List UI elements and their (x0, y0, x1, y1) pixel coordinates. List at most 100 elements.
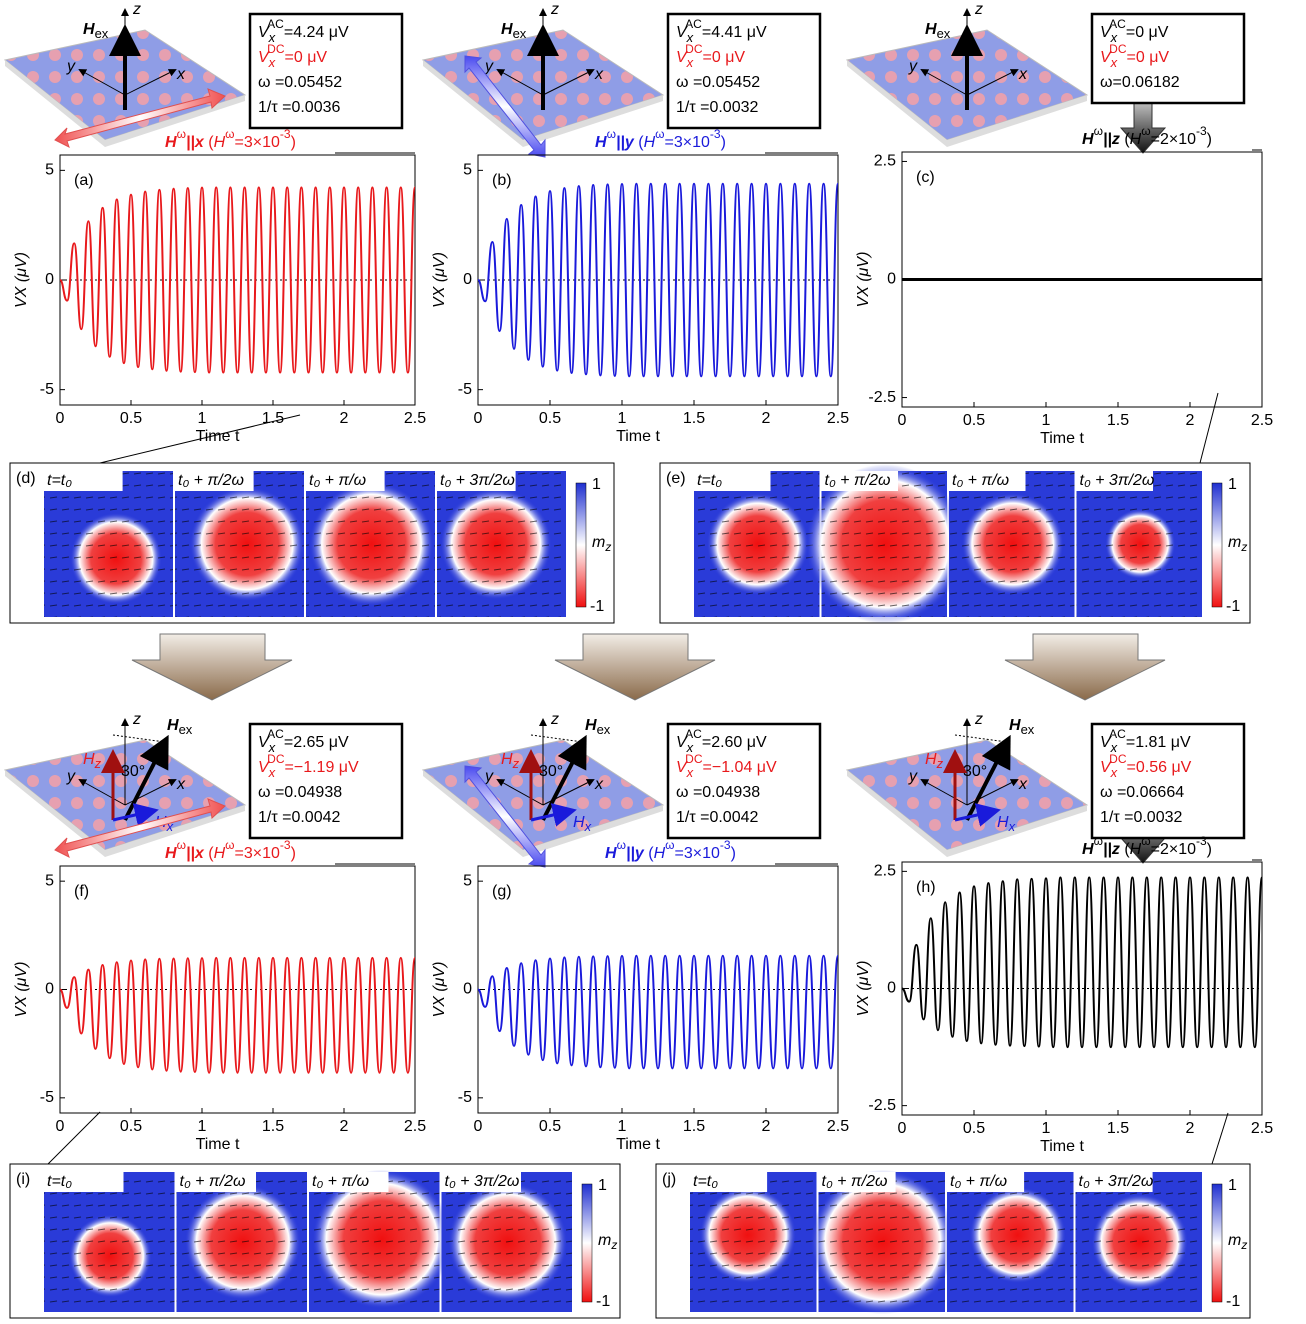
x-tick-label: 0.5 (963, 412, 985, 429)
rich-text: VxAC=2.65 μV (258, 727, 349, 755)
x-tick-label: 1.5 (1107, 1120, 1129, 1137)
text-part: =4.41 μV (702, 24, 767, 41)
text-part: x (268, 740, 276, 755)
axis-y (78, 779, 126, 806)
y-axis-label: VX (μV) (13, 962, 30, 1018)
y-tick-label: 0 (887, 271, 896, 288)
h-ex-label: Hex (83, 21, 109, 41)
rich-text: VxDC=0 μV (676, 42, 745, 70)
frame-label: t₀ + π/2ω (178, 472, 244, 489)
text-part: -3 (280, 127, 291, 141)
text-part: H (1009, 717, 1021, 734)
frame-label-bg (44, 1172, 124, 1192)
text-part: DC (1109, 752, 1127, 766)
text-part: ||z (1103, 841, 1120, 858)
callout-line (99, 414, 301, 464)
text-part: H (1130, 131, 1142, 148)
x-axis-label: Time t (196, 1136, 240, 1153)
text-part: 1/τ =0.0042 (676, 809, 758, 826)
frame-label: t₀ + 3π/2ω (1080, 472, 1155, 489)
panel-label: (h) (916, 879, 936, 896)
x-tick-label: 0.5 (539, 410, 561, 427)
frame-label-bg (949, 471, 1026, 491)
frame-label-bg (821, 471, 898, 491)
y-tick-label: 5 (45, 162, 54, 179)
text-part: 1/τ =0.0036 (258, 99, 340, 116)
text-part: =2×10 (1151, 131, 1196, 148)
x-tick-label: 1 (618, 410, 627, 427)
text-part: H (501, 751, 513, 768)
spin-arrows (947, 1172, 1074, 1312)
plate-edge (847, 60, 1087, 147)
frame-label: t₀ + π/2ω (180, 1173, 246, 1190)
axis-y (496, 779, 544, 806)
text-part: -3 (1196, 124, 1207, 138)
x-axis-label: Time t (1040, 430, 1084, 447)
rich-text: VxDC=0 μV (258, 42, 327, 70)
text-part: AC (1109, 727, 1126, 741)
text-part: ω =0.05452 (676, 74, 760, 91)
frame-label: t₀ + π/ω (952, 472, 1009, 489)
h-ex-arrow (123, 734, 169, 821)
data-line (901, 876, 1263, 1049)
info-box (1090, 12, 1246, 105)
ac-field-arrow (54, 798, 226, 858)
x-tick-label: 1.5 (683, 410, 705, 427)
axis-label: x (594, 66, 604, 83)
axis-label: y (484, 768, 494, 785)
panel-label: (g) (492, 883, 512, 900)
angle-label: 30° (963, 763, 987, 780)
text-part: x (1008, 819, 1016, 834)
colorbar-max: 1 (592, 476, 601, 493)
axis-label: z (974, 711, 983, 728)
axis-label: y (66, 768, 76, 785)
text-part: H (501, 21, 513, 38)
text-part: ( (204, 845, 214, 862)
text-part: =2×10 (1151, 841, 1196, 858)
h-x-label: Hx (573, 814, 592, 834)
text-part: =3×10 (665, 134, 710, 151)
text-part: -3 (710, 127, 721, 141)
h-x-arrow (112, 803, 159, 827)
text-part: ( (204, 134, 214, 151)
h-ex-label: Hex (1009, 717, 1035, 737)
plate-edge (847, 770, 1087, 857)
text-part: =3×10 (675, 845, 720, 862)
text-part: 1/τ =0.0032 (1100, 809, 1182, 826)
text-part: ||x (186, 134, 205, 151)
text-part: V (258, 734, 270, 751)
axis-label: y (66, 58, 76, 75)
rich-text: VxAC=0 μV (1100, 17, 1169, 45)
plate-edge (423, 60, 663, 147)
colorbar-label: mz (598, 1232, 617, 1252)
frame-label-bg (306, 471, 385, 491)
rich-text: Hω||y (Hω=3×10-3) (605, 838, 736, 862)
rich-text: 1/τ =0.0042 (676, 809, 758, 826)
colorbar-min: -1 (1226, 598, 1240, 615)
text-part: x (1110, 55, 1118, 70)
x-tick-label: 2 (762, 410, 771, 427)
text-part: H (83, 21, 95, 38)
h-x-arrow (954, 803, 1001, 827)
angle-label: 30° (539, 763, 563, 780)
ac-field-arrow (464, 765, 546, 868)
text-part: H (1082, 841, 1094, 858)
x-tick-label: 0 (56, 1118, 65, 1135)
text-part: AC (685, 17, 702, 31)
text-part: m (1228, 534, 1241, 551)
spin-arrows (306, 471, 435, 617)
text-part: ω (225, 838, 234, 852)
text-part: z (936, 756, 944, 771)
text-part: 1/τ =0.0032 (676, 99, 758, 116)
text-part: ) (291, 134, 296, 151)
text-part: V (1100, 24, 1112, 41)
colorbar (1211, 482, 1223, 608)
y-axis-label: VX (μV) (431, 252, 448, 308)
text-part: H (595, 134, 607, 151)
y-axis-label: VX (μV) (855, 961, 872, 1017)
text-part: ω (617, 838, 626, 852)
text-part: =0 μV (1126, 24, 1169, 41)
text-part: =4.24 μV (284, 24, 349, 41)
frame-label-bg (1075, 1172, 1153, 1192)
